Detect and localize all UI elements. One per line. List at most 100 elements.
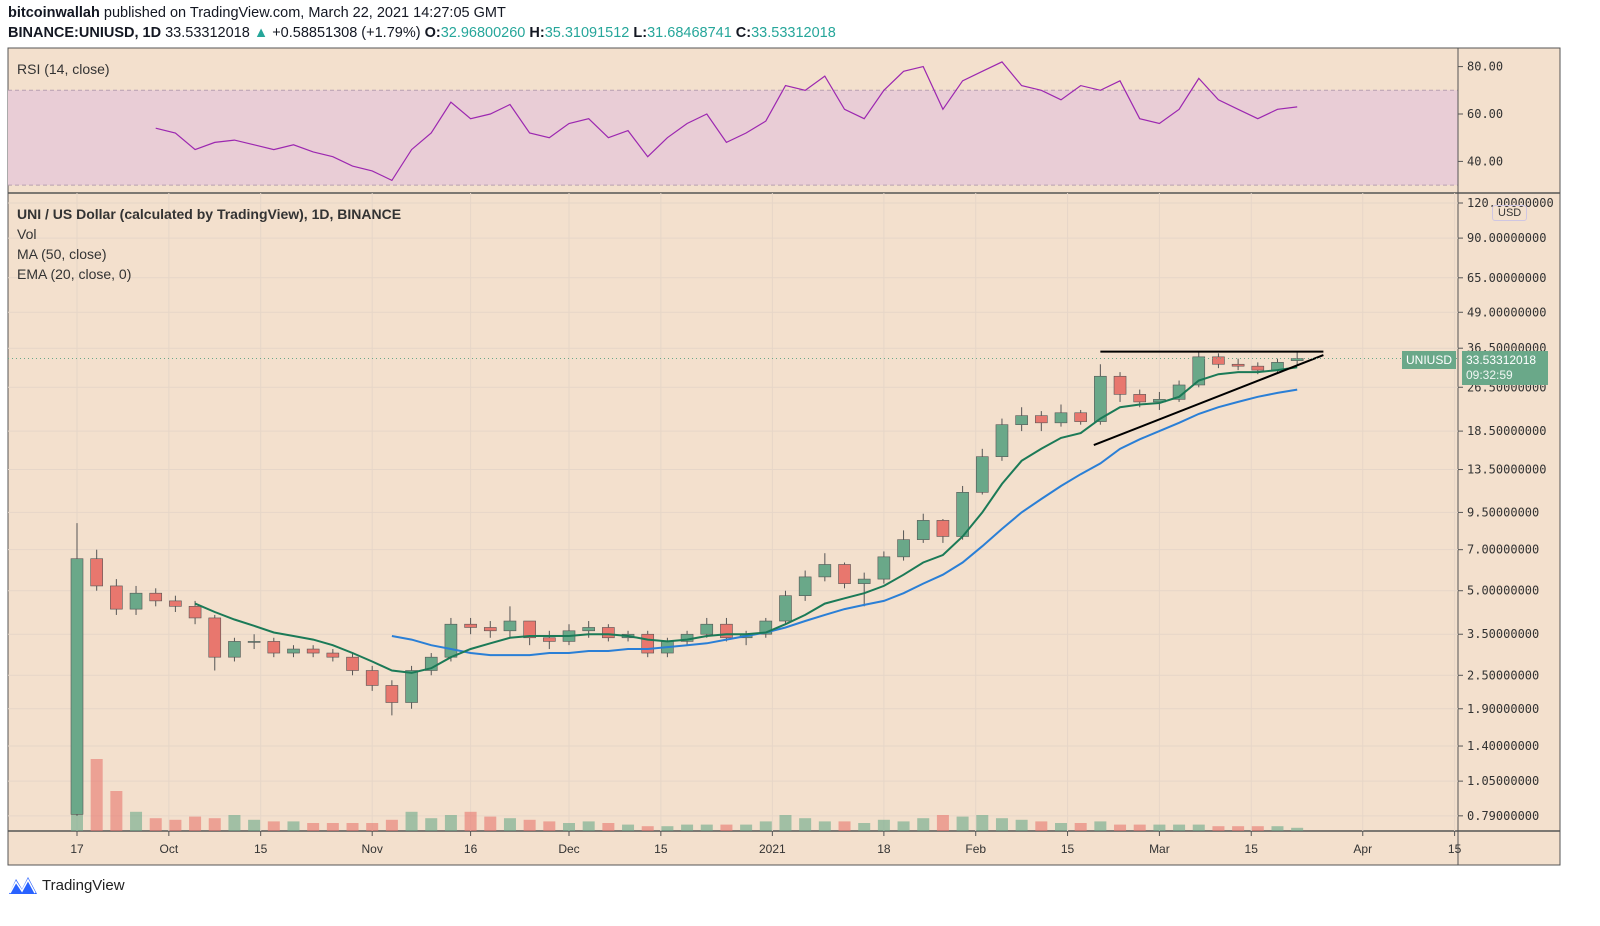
candle-body bbox=[700, 623, 714, 635]
candle-body bbox=[70, 558, 84, 815]
rsi-legend: RSI (14, close) bbox=[17, 61, 110, 77]
candle-body bbox=[798, 576, 812, 597]
time-tick-label: Nov bbox=[362, 842, 383, 856]
brand-text: TradingView bbox=[42, 876, 125, 894]
time-tick-label: Feb bbox=[965, 842, 986, 856]
time-tick-label: 15 bbox=[1245, 842, 1259, 856]
candle-body bbox=[1192, 356, 1206, 386]
volume-bar bbox=[1035, 821, 1048, 831]
candle-body bbox=[779, 595, 792, 622]
currency-badge[interactable]: USD bbox=[1492, 205, 1528, 221]
candle-body bbox=[228, 641, 241, 658]
candle-body bbox=[483, 627, 497, 632]
volume-bar bbox=[1232, 826, 1245, 831]
volume-bar bbox=[740, 824, 753, 831]
high-label: H: bbox=[529, 25, 545, 41]
volume-bar bbox=[641, 826, 654, 831]
price-tick-label: 18.50000000 bbox=[1467, 424, 1546, 438]
price-tag-countdown: 09:32:59 bbox=[1466, 368, 1513, 382]
candle-body bbox=[208, 617, 222, 658]
volume-bar bbox=[1271, 826, 1284, 831]
rsi-band bbox=[8, 90, 1458, 186]
volume-bar bbox=[1251, 826, 1264, 831]
candle-body bbox=[464, 623, 477, 628]
volume-bar bbox=[1173, 824, 1186, 831]
volume-bar bbox=[956, 816, 969, 831]
main-legend: UNI / US Dollar (calculated by TradingVi… bbox=[17, 206, 402, 222]
candle-body bbox=[326, 652, 340, 658]
candle-body bbox=[995, 424, 1009, 457]
volume-bar bbox=[622, 824, 635, 831]
time-tick-label: 15 bbox=[1448, 842, 1462, 856]
volume-bar bbox=[1291, 827, 1304, 831]
candle-body bbox=[641, 633, 655, 654]
price-tick-label: 120.00000000 bbox=[1467, 196, 1554, 210]
volume-bar bbox=[858, 823, 871, 831]
candle-body bbox=[247, 641, 261, 643]
candle-body bbox=[129, 592, 143, 610]
candle-body bbox=[503, 620, 517, 632]
candle-body bbox=[405, 670, 418, 703]
candle-body bbox=[188, 606, 202, 619]
symbol-tag: UNIUSD bbox=[1402, 351, 1457, 369]
volume-bar bbox=[563, 823, 575, 831]
last-price: 33.53312018 bbox=[165, 25, 250, 41]
volume-bar bbox=[169, 819, 182, 831]
volume-bar bbox=[1212, 826, 1225, 831]
candle-body bbox=[582, 627, 595, 632]
ema20-line bbox=[194, 366, 1298, 674]
volume-bar bbox=[189, 816, 202, 831]
candle-body bbox=[1015, 415, 1028, 425]
price-tick-label: 13.50000000 bbox=[1467, 463, 1546, 477]
volume-bar bbox=[307, 823, 320, 831]
volume-bar bbox=[779, 815, 792, 831]
candle-body bbox=[1231, 363, 1245, 367]
candle-body bbox=[818, 564, 832, 578]
volume-bar bbox=[917, 818, 930, 831]
price-tick-label: 1.90000000 bbox=[1467, 702, 1539, 716]
price-tick-label: 2.50000000 bbox=[1467, 668, 1539, 682]
candle-body bbox=[346, 656, 359, 671]
volume-bar bbox=[425, 818, 438, 831]
candle-body bbox=[916, 520, 930, 540]
candle-body bbox=[1212, 356, 1225, 365]
time-tick-label: Mar bbox=[1149, 842, 1170, 856]
volume-bar bbox=[1114, 824, 1127, 831]
publish-info: bitcoinwallah published on TradingView.c… bbox=[8, 5, 506, 21]
volume-bar bbox=[503, 818, 516, 831]
candle-body bbox=[543, 637, 556, 642]
ema-legend: EMA (20, close, 0) bbox=[17, 266, 132, 282]
price-tick-label: 49.00000000 bbox=[1467, 305, 1546, 319]
candle-body bbox=[444, 623, 458, 658]
price-tick-label: 0.79000000 bbox=[1467, 809, 1539, 823]
candle-body bbox=[1113, 375, 1127, 395]
volume-bar bbox=[661, 826, 674, 831]
volume-bar bbox=[267, 821, 280, 831]
volume-bar bbox=[582, 821, 595, 831]
time-tick-label: 15 bbox=[654, 842, 668, 856]
close-value: 33.53312018 bbox=[751, 25, 836, 41]
rsi-tick-label: 60.00 bbox=[1467, 107, 1503, 121]
volume-bar bbox=[326, 823, 339, 831]
volume-bar bbox=[1094, 821, 1107, 831]
low-label: L: bbox=[633, 25, 648, 41]
volume-bar bbox=[1153, 824, 1166, 831]
open-label: O: bbox=[424, 25, 441, 41]
tradingview-logo[interactable]: TradingView bbox=[8, 875, 125, 895]
volume-bar bbox=[799, 818, 812, 831]
price-tag-value: 33.53312018 bbox=[1466, 353, 1537, 367]
candle-body bbox=[90, 558, 103, 587]
volume-bar bbox=[1133, 824, 1146, 831]
candle-body bbox=[897, 539, 910, 558]
candle-body bbox=[877, 556, 891, 580]
candle-body bbox=[857, 578, 871, 584]
volume-bar bbox=[838, 821, 851, 831]
time-tick-label: Dec bbox=[558, 842, 579, 856]
high-value: 35.31091512 bbox=[544, 25, 630, 41]
open-value: 32.96800260 bbox=[440, 25, 526, 41]
volume-bar bbox=[385, 819, 398, 831]
volume-bar bbox=[444, 815, 457, 831]
volume-bar bbox=[976, 815, 989, 831]
change: +0.58851308 (+1.79%) bbox=[272, 25, 421, 41]
